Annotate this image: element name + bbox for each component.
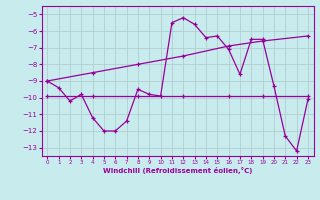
X-axis label: Windchill (Refroidissement éolien,°C): Windchill (Refroidissement éolien,°C) — [103, 167, 252, 174]
